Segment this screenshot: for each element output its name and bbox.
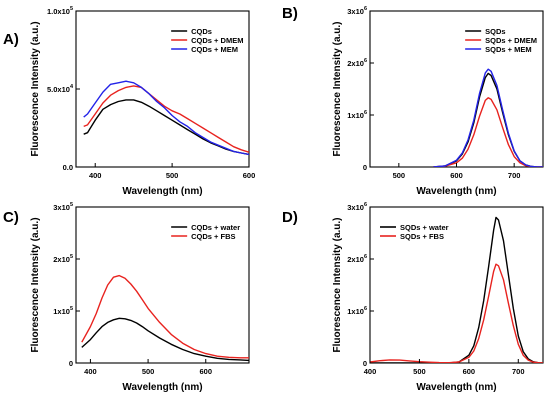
y-tick-label: 3x106 — [347, 202, 367, 212]
y-tick-label: 5.0x104 — [47, 84, 74, 94]
plot-frame — [75, 10, 250, 168]
y-tick-label: 1x105 — [53, 306, 73, 316]
series-line-2 — [83, 85, 249, 153]
legend-entry: SQDs + FBS — [400, 232, 444, 241]
y-tick-label: 1x106 — [347, 306, 367, 316]
y-axis-title: Fluorescence Intensity (a.u.) — [30, 21, 41, 156]
x-tick-label: 500 — [142, 367, 155, 376]
legend-entry: CQDs — [191, 27, 212, 36]
x-tick-label: 600 — [199, 367, 212, 376]
series-line-2 — [81, 274, 249, 359]
legend-entry: SQDs + DMEM — [485, 36, 537, 45]
panel-letter: B) — [282, 5, 298, 22]
legend-entry: SQDs — [485, 27, 505, 36]
y-tick-label: 0 — [363, 163, 367, 172]
series-line-3 — [433, 68, 543, 167]
x-tick-label: 700 — [508, 171, 521, 180]
y-tick-label: 0.0 — [63, 163, 73, 172]
x-tick-label: 400 — [89, 171, 102, 180]
x-tick-label: 600 — [463, 367, 476, 376]
y-tick-label: 0 — [69, 359, 73, 368]
series-line-1 — [81, 317, 249, 362]
x-tick-label: 600 — [450, 171, 463, 180]
x-axis-title: Wavelength (nm) — [416, 382, 496, 393]
x-tick-label: 400 — [84, 367, 97, 376]
x-tick-label: 700 — [512, 367, 525, 376]
y-tick-label: 1x106 — [347, 110, 367, 120]
panel-letter: D) — [282, 209, 298, 226]
chart-panel-2: B) 500 600 700 0 1x106 2x106 3x106 Wavelength (n… — [282, 5, 544, 197]
legend-entry: CQDs + FBS — [191, 232, 235, 241]
legend-entry: CQDs + water — [191, 223, 240, 232]
chart-panel-3: C) 400 500 600 0 1x105 2x105 3x105 Wavelength (n… — [3, 202, 250, 393]
x-axis-title: Wavelength (nm) — [122, 186, 202, 197]
y-tick-label: 3x106 — [347, 6, 367, 16]
series-line-3 — [83, 80, 249, 156]
panel-letter: A) — [3, 31, 19, 48]
legend-entry: SQDs + water — [400, 223, 449, 232]
legend-entry: SQDs + MEM — [485, 45, 531, 54]
x-tick-label: 500 — [393, 171, 406, 180]
x-tick-label: 600 — [243, 171, 256, 180]
x-axis-title: Wavelength (nm) — [122, 382, 202, 393]
plot-frame — [369, 10, 544, 168]
x-tick-label: 500 — [413, 367, 426, 376]
series-line-1 — [433, 72, 543, 167]
y-tick-label: 2x106 — [347, 58, 367, 68]
x-tick-label: 400 — [364, 367, 377, 376]
plot-frame — [75, 206, 250, 364]
y-tick-label: 3x105 — [53, 202, 73, 212]
legend-entry: CQDs + MEM — [191, 45, 238, 54]
y-tick-label: 0 — [363, 359, 367, 368]
y-axis-title: Fluorescence Intensity (a.u.) — [30, 217, 41, 352]
y-tick-label: 2x105 — [53, 254, 73, 264]
chart-panel-1: A) 400 500 600 0.0 5.0x104 1.0x105 Wavelength (… — [3, 6, 255, 197]
y-axis-title: Fluorescence Intensity (a.u.) — [332, 217, 343, 352]
y-axis-title: Fluorescence Intensity (a.u.) — [332, 21, 343, 156]
chart-panel-4: D) 400 500 600 700 0 1x106 2x106 3x106 Wavelength… — [282, 202, 544, 393]
series-line-2 — [370, 263, 543, 363]
panel-letter: C) — [3, 209, 19, 226]
series-line-2 — [433, 97, 543, 167]
x-axis-title: Wavelength (nm) — [416, 186, 496, 197]
plot-frame — [369, 206, 544, 364]
legend-entry: CQDs + DMEM — [191, 36, 243, 45]
x-tick-label: 500 — [166, 171, 179, 180]
y-tick-label: 1.0x105 — [47, 6, 73, 16]
y-tick-label: 2x106 — [347, 254, 367, 264]
